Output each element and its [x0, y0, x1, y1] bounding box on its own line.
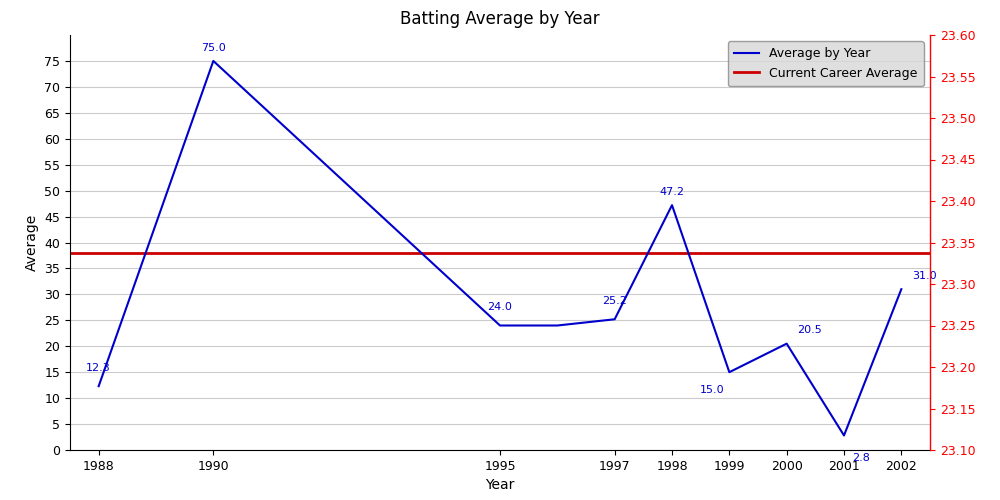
Average by Year	[666, 202, 678, 208]
Text: 75.0: 75.0	[201, 42, 226, 52]
Text: 2.8: 2.8	[852, 454, 870, 464]
Average by Year	[781, 340, 793, 346]
Text: 47.2: 47.2	[660, 187, 684, 197]
Average by Year	[723, 369, 735, 375]
Y-axis label: Average: Average	[25, 214, 39, 271]
Text: 24.0: 24.0	[488, 302, 512, 312]
Line: Average by Year: Average by Year	[99, 61, 901, 436]
Legend: Average by Year, Current Career Average: Average by Year, Current Career Average	[728, 42, 924, 86]
Text: 31.0: 31.0	[912, 271, 937, 281]
Average by Year	[494, 322, 506, 328]
Text: 25.2: 25.2	[602, 296, 627, 306]
X-axis label: Year: Year	[485, 478, 515, 492]
Title: Batting Average by Year: Batting Average by Year	[400, 10, 600, 28]
Text: 15.0: 15.0	[700, 385, 724, 395]
Average by Year	[895, 286, 907, 292]
Average by Year	[838, 432, 850, 438]
Average by Year	[609, 316, 621, 322]
Text: 12.3: 12.3	[86, 362, 111, 372]
Average by Year	[551, 322, 563, 328]
Text: 20.5: 20.5	[797, 326, 822, 336]
Average by Year	[93, 383, 105, 389]
Average by Year	[207, 58, 219, 64]
